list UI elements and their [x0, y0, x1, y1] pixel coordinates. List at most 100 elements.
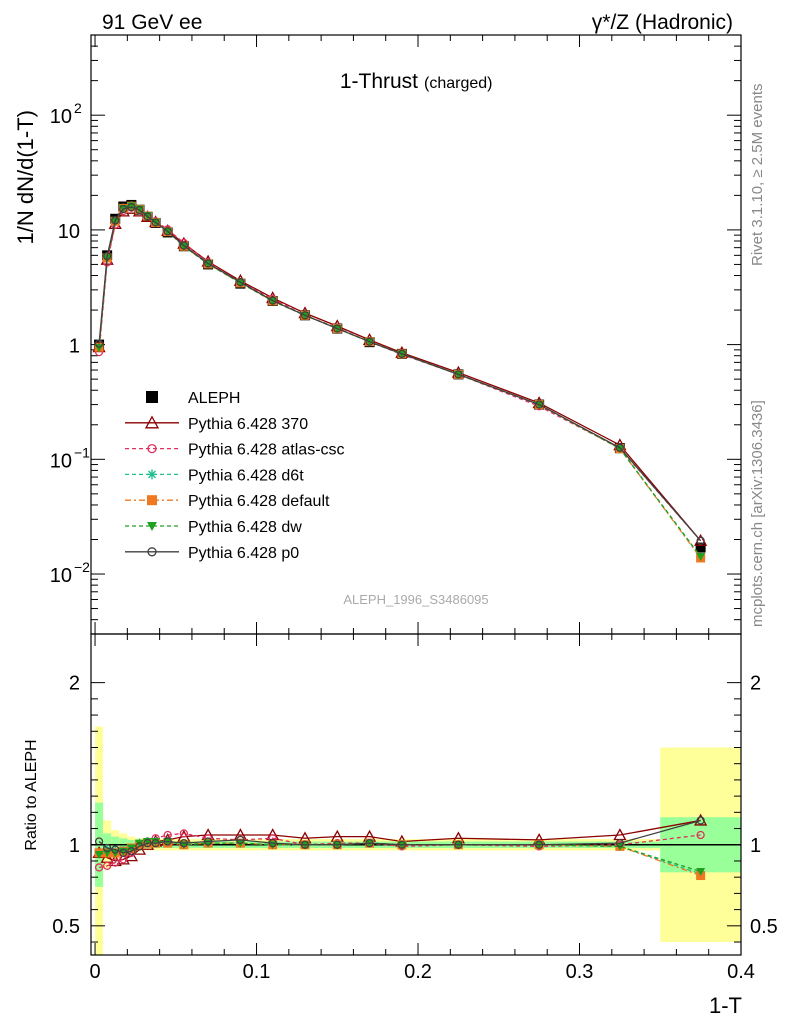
data-point	[135, 205, 144, 215]
plot-title-suffix: (charged)	[424, 75, 492, 92]
y-tick-label: 1	[69, 835, 80, 857]
x-tick-label: 0.1	[243, 961, 271, 983]
data-point	[696, 868, 706, 877]
data-point	[397, 349, 407, 359]
data-point	[179, 838, 189, 848]
data-point	[268, 296, 277, 305]
y-tick-label-right: 2	[750, 673, 761, 695]
legend-marker	[147, 547, 157, 557]
header-right: γ*/Z (Hadronic)	[592, 11, 733, 34]
header-left: 91 GeV ee	[102, 11, 202, 34]
main-y-axis-label: 1/N dN/d(1-T)	[13, 110, 38, 244]
x-axis-label: 1-T	[709, 993, 742, 1018]
data-point	[143, 838, 152, 848]
data-point	[534, 400, 544, 409]
data-point	[151, 218, 160, 227]
series-line	[98, 208, 702, 542]
data-point	[203, 259, 213, 268]
data-point	[179, 829, 189, 838]
data-point	[696, 830, 705, 840]
y-tick-label-exponent: −1	[74, 444, 90, 460]
data-point	[454, 840, 463, 849]
y-tick-label: 2	[69, 673, 80, 695]
data-point	[116, 852, 130, 865]
y-tick-label-right: 1	[750, 835, 761, 857]
ratio-series	[92, 813, 708, 881]
rivet-version-text: Rivet 3.1.10, ≥ 2.5M events	[749, 84, 766, 267]
y-tick-label-right: 0.5	[750, 916, 778, 938]
data-point	[695, 542, 706, 553]
data-point	[365, 337, 374, 346]
data-point	[134, 839, 144, 848]
data-point	[694, 813, 708, 826]
series-pythia-6-428-p0	[94, 202, 705, 545]
data-point	[696, 816, 705, 825]
data-point	[94, 863, 104, 872]
series-pythia-6-428-370	[92, 201, 708, 546]
legend: ALEPH Pythia 6.428 370 Pythia 6.428 atlas-…	[125, 390, 345, 562]
x-tick-label: 0.4	[727, 961, 755, 983]
series-pythia-6-428-default	[94, 201, 706, 563]
data-point	[454, 370, 463, 379]
data-point	[102, 252, 112, 261]
series-line	[98, 206, 702, 542]
series-aleph	[94, 199, 706, 553]
legend-marker	[144, 415, 160, 429]
data-point	[102, 861, 112, 870]
data-point	[333, 840, 342, 849]
data-point	[179, 241, 189, 250]
series-pythia-6-428-atlas-csc	[94, 203, 705, 545]
mcplots-text: mcplots.cern.ch [arXiv:1306.3436]	[749, 400, 766, 627]
plot-title: 1-Thrust	[340, 70, 418, 93]
data-point	[151, 838, 160, 848]
legend-label: Pythia 6.428 370	[188, 416, 308, 433]
data-point	[127, 847, 136, 856]
legend-marker	[147, 522, 157, 531]
data-point	[333, 324, 342, 333]
data-point	[143, 212, 152, 221]
y-tick-label: 0.5	[52, 916, 80, 938]
data-point	[236, 835, 245, 845]
y-tick-label-exponent: −2	[74, 559, 90, 575]
y-tick-label: 10	[50, 565, 72, 587]
series-line	[98, 207, 702, 542]
data-point	[135, 842, 144, 851]
data-point	[300, 840, 310, 849]
data-point	[111, 845, 120, 854]
data-point	[300, 311, 310, 320]
data-point	[111, 216, 120, 225]
series-pythia-6-428-dw	[94, 202, 706, 562]
data-point	[203, 837, 213, 846]
data-point	[365, 838, 374, 848]
data-point	[94, 339, 104, 348]
analysis-watermark: ALEPH_1996_S3486095	[343, 592, 488, 607]
data-point	[163, 227, 172, 236]
ratio-pythia-6-428-p0	[94, 816, 705, 858]
data-point	[163, 837, 172, 846]
data-point	[397, 840, 407, 849]
data-point	[534, 840, 544, 849]
y-tick-label: 1	[69, 336, 80, 358]
ratio-plot: 0.5 0.5 1 1 2 2 0 0.1 0.2 0.3 0.4	[52, 633, 778, 983]
main-series	[92, 199, 708, 563]
legend-marker	[146, 391, 158, 403]
legend-label: Pythia 6.428 p0	[188, 545, 299, 562]
data-point	[119, 848, 128, 858]
legend-label: Pythia 6.428 d6t	[188, 467, 304, 484]
data-point	[111, 858, 120, 867]
y-tick-label-exponent: 2	[74, 100, 82, 116]
x-tick-label: 0.2	[404, 961, 432, 983]
data-point	[102, 843, 112, 853]
x-tick-label: 0	[89, 961, 100, 983]
legend-marker	[147, 469, 157, 480]
data-point	[127, 202, 136, 212]
data-point	[615, 838, 625, 848]
y-tick-label: 10	[50, 450, 72, 472]
legend-marker	[147, 443, 157, 454]
y-tick-label: 10	[50, 106, 72, 128]
legend-marker	[147, 495, 157, 506]
ratio-y-axis-label: Ratio to ALEPH	[23, 739, 40, 850]
legend-label: Pythia 6.428 atlas-csc	[188, 442, 345, 459]
data-point	[236, 278, 245, 287]
